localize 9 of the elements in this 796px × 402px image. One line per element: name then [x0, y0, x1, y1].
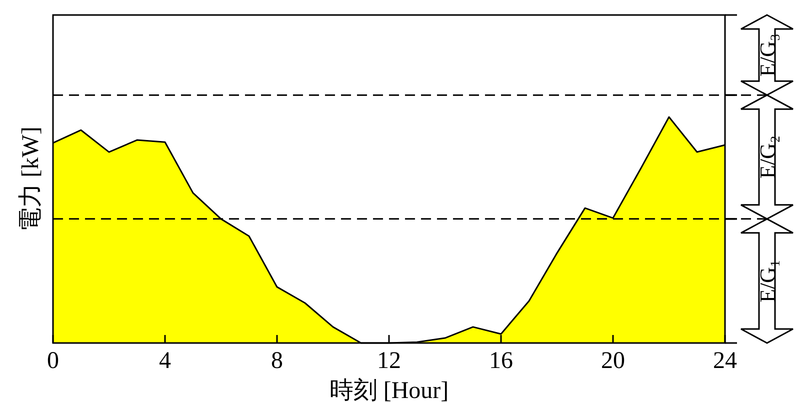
x-tick-label: 24: [713, 348, 737, 374]
y-axis-title: 電力 [kW]: [18, 126, 44, 232]
x-axis-title: 時刻 [Hour]: [329, 377, 449, 402]
x-tick-label: 0: [47, 348, 59, 374]
x-tick-label: 16: [489, 348, 513, 374]
x-tick-label: 4: [159, 348, 171, 374]
x-tick-label: 12: [377, 348, 401, 374]
x-tick-label: 20: [601, 348, 625, 374]
x-tick-label: 8: [271, 348, 283, 374]
